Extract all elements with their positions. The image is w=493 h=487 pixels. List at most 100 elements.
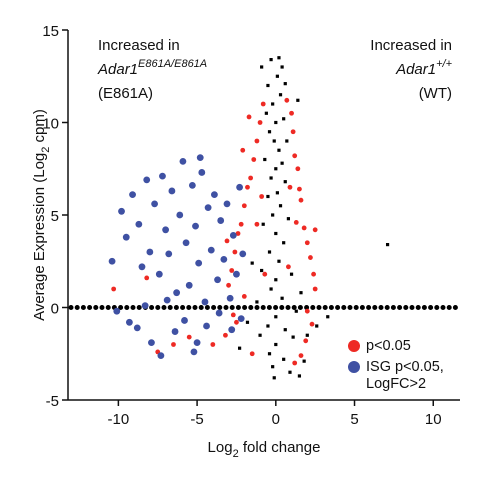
point xyxy=(236,183,243,191)
point xyxy=(185,281,193,289)
point xyxy=(201,298,209,306)
point xyxy=(280,161,284,165)
point xyxy=(235,231,241,236)
point xyxy=(305,333,309,337)
y-tick-label: 15 xyxy=(42,23,59,40)
point xyxy=(271,213,275,217)
point xyxy=(312,227,318,233)
point xyxy=(272,376,276,380)
point xyxy=(151,200,158,208)
point xyxy=(260,65,264,69)
y-tick-label: 0 xyxy=(51,301,59,318)
point xyxy=(286,217,291,221)
x-tick-label: 10 xyxy=(425,411,442,428)
point xyxy=(283,328,287,332)
point xyxy=(171,342,176,347)
point xyxy=(312,286,318,292)
point xyxy=(237,315,245,322)
legend-label: ISG p<0.05, LogFC>2 xyxy=(366,359,444,392)
point xyxy=(275,74,279,78)
point xyxy=(294,309,298,313)
label-sub: 2 xyxy=(40,147,52,153)
x-axis-label: Log2 fold change xyxy=(208,439,321,460)
point xyxy=(155,270,163,278)
point xyxy=(269,58,273,62)
point xyxy=(269,176,273,180)
point xyxy=(274,120,278,125)
label-sub: 2 xyxy=(233,448,239,460)
point xyxy=(224,238,230,244)
point xyxy=(267,352,272,356)
point xyxy=(159,172,166,180)
point xyxy=(248,175,254,181)
point xyxy=(239,250,247,258)
point xyxy=(275,191,279,195)
point xyxy=(111,286,117,292)
point xyxy=(282,117,286,121)
legend-swatch xyxy=(348,340,360,352)
point xyxy=(162,226,170,234)
point xyxy=(266,324,270,328)
point xyxy=(289,272,294,276)
legend: p<0.05 ISG p<0.05, LogFC>2 xyxy=(348,338,456,397)
point xyxy=(165,250,173,258)
point xyxy=(274,231,278,236)
point xyxy=(143,176,151,184)
point xyxy=(193,339,201,347)
x-tick-label: -10 xyxy=(108,411,130,428)
gene-name: Adar1 xyxy=(395,61,436,78)
point xyxy=(284,97,290,103)
point xyxy=(254,138,260,144)
point xyxy=(182,239,190,247)
point xyxy=(266,194,270,199)
annotation-gene: Adar1E861A/E861A xyxy=(97,58,207,78)
point xyxy=(238,221,244,227)
point xyxy=(277,56,281,60)
gene-name: Adar1 xyxy=(97,61,138,78)
point xyxy=(234,319,239,325)
point xyxy=(220,256,228,263)
point xyxy=(274,278,278,282)
point xyxy=(233,270,240,278)
point xyxy=(168,187,176,195)
point xyxy=(308,255,313,260)
point xyxy=(226,282,231,288)
point xyxy=(292,360,298,366)
point xyxy=(135,220,143,228)
point xyxy=(315,324,319,328)
point xyxy=(266,83,270,88)
legend-item: p<0.05 xyxy=(348,338,456,355)
genotype: +/+ xyxy=(436,58,452,70)
point xyxy=(141,302,149,310)
point xyxy=(271,365,275,369)
point xyxy=(290,129,296,135)
point xyxy=(283,180,287,184)
y-axis-label: Average Expression (Log2 cpm) xyxy=(31,109,52,321)
x-tick-label: 0 xyxy=(272,411,280,428)
point xyxy=(287,184,293,190)
point xyxy=(157,352,165,359)
annotation-gene: Adar1+/+ xyxy=(395,58,453,78)
point xyxy=(190,348,198,356)
point xyxy=(232,249,238,255)
point xyxy=(192,222,199,230)
point xyxy=(263,157,267,162)
legend-item: ISG p<0.05, LogFC>2 xyxy=(348,359,456,393)
point xyxy=(289,110,294,116)
point xyxy=(277,259,281,263)
point xyxy=(195,259,203,267)
point xyxy=(258,333,262,337)
point xyxy=(299,291,303,295)
point xyxy=(291,335,295,339)
point xyxy=(285,139,289,143)
point xyxy=(129,191,136,199)
point xyxy=(118,207,125,215)
point xyxy=(267,130,272,134)
point xyxy=(228,326,236,334)
point xyxy=(297,186,302,192)
annotation-line: (E861A) xyxy=(98,85,153,102)
label-part: Log xyxy=(208,439,233,456)
x-tick-label: -5 xyxy=(190,411,203,428)
point xyxy=(138,263,146,271)
